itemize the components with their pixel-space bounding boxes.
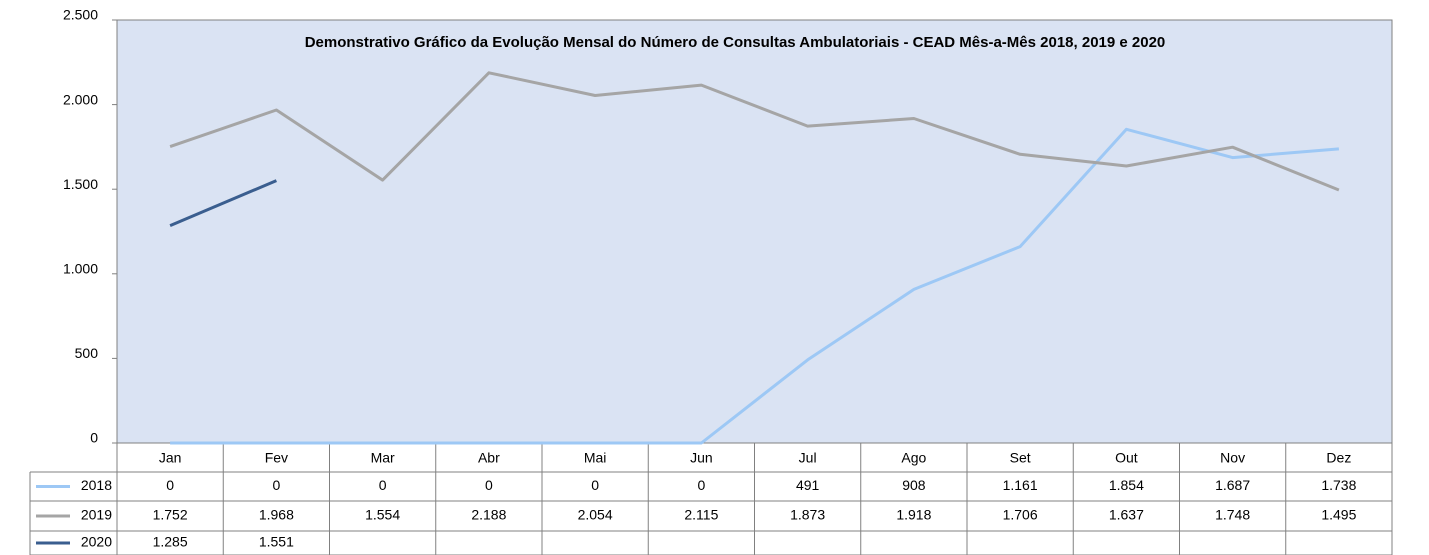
table-value: 1.687: [1215, 477, 1250, 493]
table-value: 2.188: [471, 507, 506, 523]
table-value: 491: [796, 477, 820, 493]
x-tick-label: Fev: [265, 450, 288, 466]
table-value: 1.495: [1321, 507, 1356, 523]
table-value: 1.748: [1215, 507, 1250, 523]
x-tick-label: Nov: [1220, 450, 1245, 466]
legend-label: 2019: [81, 507, 112, 523]
y-tick-label: 500: [75, 345, 99, 361]
table-value: 0: [591, 477, 599, 493]
table-value: 0: [485, 477, 493, 493]
table-value: 1.752: [153, 507, 188, 523]
table-value: 1.554: [365, 507, 400, 523]
y-tick-label: 0: [90, 430, 98, 446]
y-tick-label: 1.000: [63, 261, 98, 277]
table-value: 1.968: [259, 507, 294, 523]
x-tick-label: Ago: [901, 450, 926, 466]
y-tick-label: 1.500: [63, 176, 98, 192]
y-tick-label: 2.500: [63, 7, 98, 23]
table-value: 1.873: [790, 507, 825, 523]
table-value: 2.054: [578, 507, 613, 523]
x-tick-label: Mar: [371, 450, 395, 466]
table-value: 2.115: [684, 507, 718, 523]
x-tick-label: Set: [1010, 450, 1031, 466]
plot-area: [116, 19, 1393, 444]
table-value: 1.706: [1003, 507, 1038, 523]
table-value: 0: [166, 477, 174, 493]
x-tick-label: Abr: [478, 450, 500, 466]
x-tick-label: Jan: [159, 450, 182, 466]
table-value: 1.161: [1003, 477, 1038, 493]
table-value: 1.738: [1321, 477, 1356, 493]
x-tick-label: Jul: [799, 450, 817, 466]
series-line: [169, 179, 277, 227]
x-tick-label: Dez: [1326, 450, 1351, 466]
x-tick-label: Mai: [584, 450, 607, 466]
x-tick-label: Jun: [690, 450, 713, 466]
table-value: 1.637: [1109, 507, 1144, 523]
table-value: 1.918: [896, 507, 931, 523]
table-value: 0: [272, 477, 280, 493]
table-value: 1.551: [259, 534, 294, 550]
x-tick-label: Out: [1115, 450, 1138, 466]
series-line: [169, 71, 1340, 192]
table-value: 0: [697, 477, 705, 493]
table-value: 908: [902, 477, 926, 493]
table-value: 1.854: [1109, 477, 1144, 493]
series-line: [170, 127, 1340, 445]
y-tick-label: 2.000: [63, 91, 98, 107]
table-value: 1.285: [153, 534, 188, 550]
legend-label: 2018: [81, 477, 112, 493]
chart-title: Demonstrativo Gráfico da Evolução Mensal…: [305, 34, 1166, 51]
table-value: 0: [379, 477, 387, 493]
legend-label: 2020: [81, 534, 112, 550]
